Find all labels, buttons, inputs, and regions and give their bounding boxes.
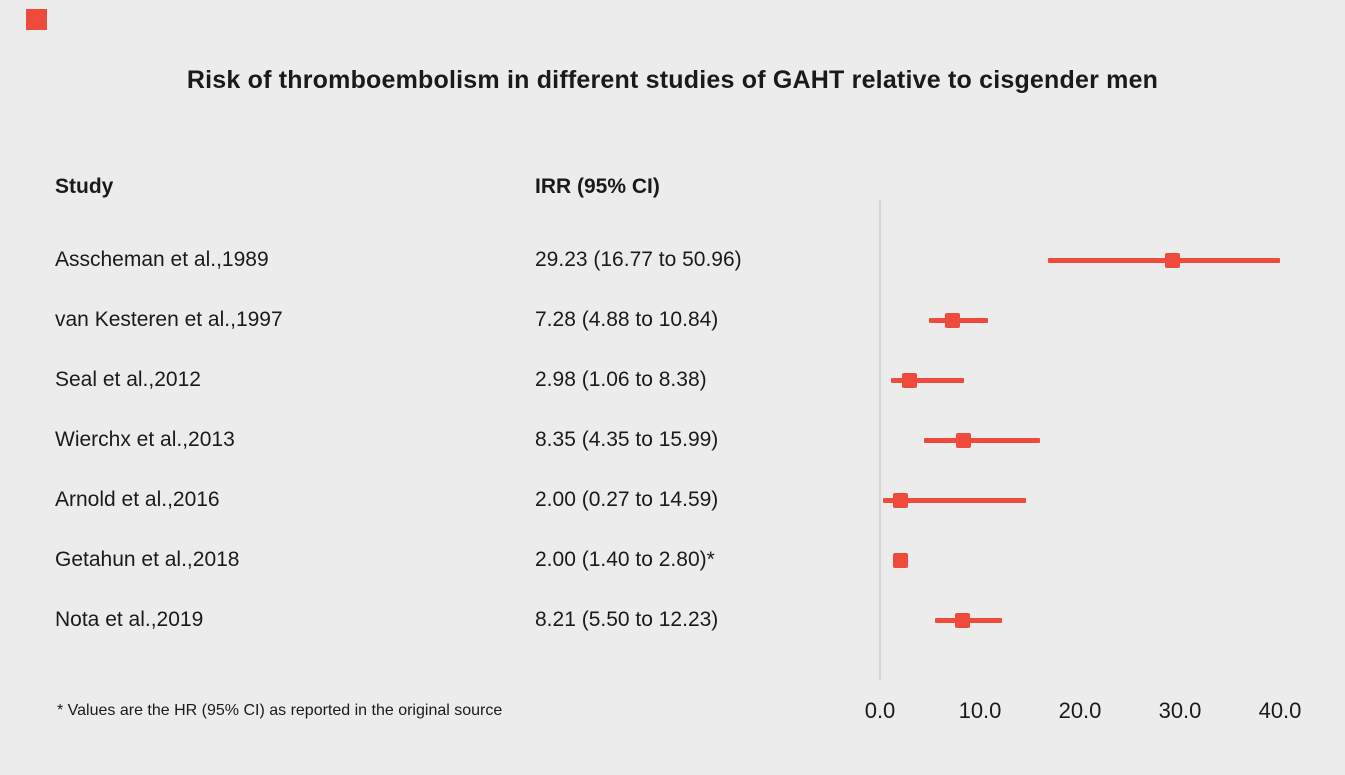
point-estimate-marker xyxy=(892,552,908,568)
study-label: Wierchx et al.,2013 xyxy=(55,428,235,451)
footnote: * Values are the HR (95% CI) as reported… xyxy=(57,702,503,719)
red-square-logo xyxy=(26,9,47,30)
x-tick-label: 10.0 xyxy=(958,698,1002,723)
x-tick-label: 40.0 xyxy=(1258,698,1302,723)
irr-ci-value: 2.00 (1.40 to 2.80)* xyxy=(535,548,715,571)
study-label: Nota et al.,2019 xyxy=(55,608,204,631)
study-column-header: Study xyxy=(55,175,114,198)
study-label: van Kesteren et al.,1997 xyxy=(55,308,283,331)
x-tick-label: 20.0 xyxy=(1058,698,1102,723)
point-estimate-marker xyxy=(1164,252,1180,268)
x-tick-label: 30.0 xyxy=(1158,698,1202,723)
irr-column-header: IRR (95% CI) xyxy=(535,175,660,198)
point-estimate-marker xyxy=(954,612,970,628)
point-estimate-marker xyxy=(902,372,918,388)
irr-ci-value: 7.28 (4.88 to 10.84) xyxy=(535,308,719,331)
point-estimate-marker xyxy=(945,312,961,328)
zero-axis-line xyxy=(879,200,881,680)
irr-ci-value: 8.35 (4.35 to 15.99) xyxy=(535,428,719,451)
irr-ci-value: 8.21 (5.50 to 12.23) xyxy=(535,608,719,631)
study-label: Asscheman et al.,1989 xyxy=(55,248,269,271)
x-tick-label: 0.0 xyxy=(864,698,896,723)
irr-ci-value: 2.00 (0.27 to 14.59) xyxy=(535,488,719,511)
confidence-interval-line xyxy=(890,377,964,383)
point-estimate-marker xyxy=(892,492,908,508)
study-label: Arnold et al.,2016 xyxy=(55,488,220,511)
confidence-interval-line xyxy=(882,497,1026,503)
chart-title: Risk of thromboembolism in different stu… xyxy=(186,66,1159,94)
study-label: Getahun et al.,2018 xyxy=(55,548,240,571)
point-estimate-marker xyxy=(956,432,971,448)
confidence-interval-line xyxy=(1047,257,1280,263)
irr-ci-value: 29.23 (16.77 to 50.96) xyxy=(535,248,742,271)
irr-ci-value: 2.98 (1.06 to 8.38) xyxy=(535,368,707,391)
confidence-interval-line xyxy=(923,437,1040,443)
study-label: Seal et al.,2012 xyxy=(55,368,201,391)
